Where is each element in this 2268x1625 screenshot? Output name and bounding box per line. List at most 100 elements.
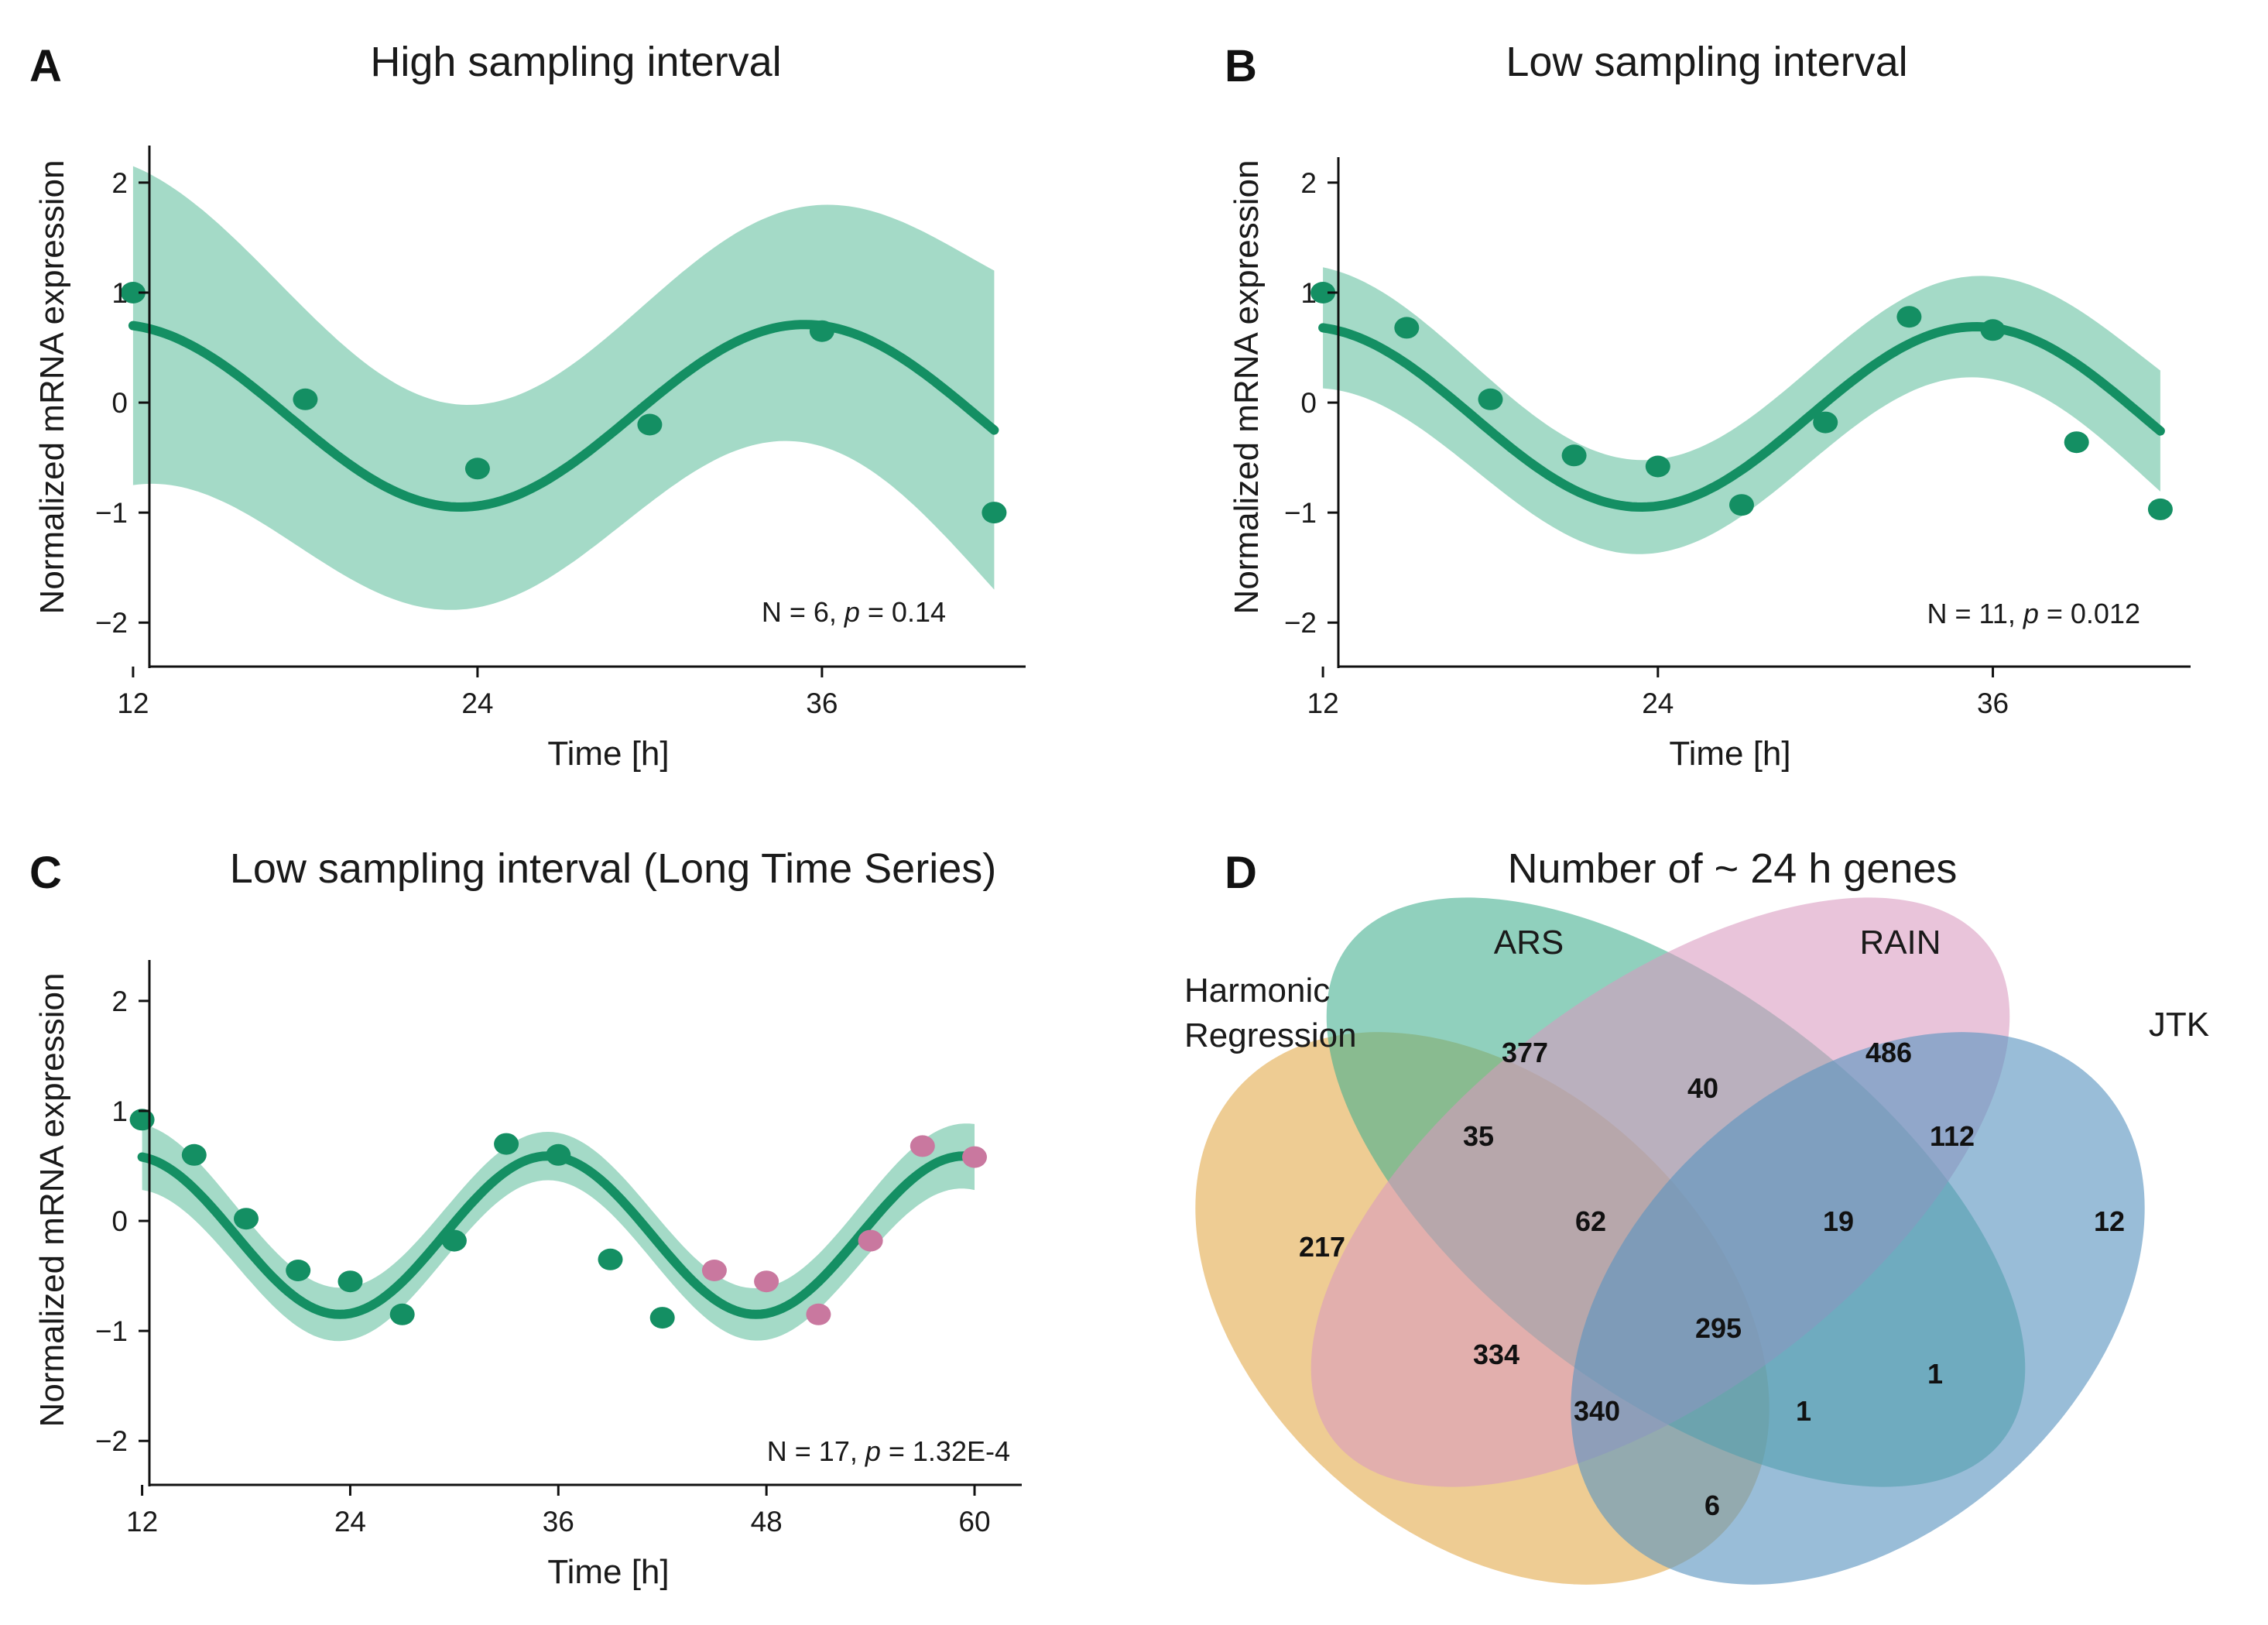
venn-count-harmonic-ars: 35 bbox=[1463, 1120, 1494, 1152]
data-point bbox=[649, 1307, 675, 1329]
n-p-annotation: N = 11, p = 0.012 bbox=[1927, 598, 2140, 629]
data-point bbox=[962, 1146, 987, 1168]
venn-count-ars-rain: 40 bbox=[1687, 1072, 1718, 1104]
data-point bbox=[1896, 306, 1922, 328]
y-tick-label: 2 bbox=[1300, 167, 1317, 199]
data-point bbox=[806, 1303, 831, 1325]
data-point bbox=[1310, 282, 1336, 303]
fit-curve-line bbox=[128, 320, 999, 513]
venn-label-harmonic-regression: Harmonic Regression bbox=[1184, 972, 1357, 1054]
data-point bbox=[120, 282, 146, 303]
confidence-band-area bbox=[1323, 267, 2160, 554]
data-point bbox=[809, 320, 834, 342]
confidence-band-area bbox=[142, 1123, 975, 1342]
annotation-n: N = 6, bbox=[762, 596, 845, 628]
venn-count-harmonic-jtk: 6 bbox=[1704, 1490, 1720, 1521]
data-point bbox=[1813, 411, 1838, 434]
data-points bbox=[120, 282, 1007, 524]
data-point bbox=[129, 1109, 155, 1131]
y-tick-label: 0 bbox=[111, 1205, 128, 1237]
data-point bbox=[2064, 431, 2089, 454]
data-point bbox=[2147, 498, 2173, 520]
y-axis-ticks: 2 1 0 −1 −2 bbox=[95, 167, 149, 639]
n-p-annotation: N = 6, p = 0.14 bbox=[762, 596, 946, 628]
venn-count-rain-only: 486 bbox=[1865, 1037, 1912, 1068]
venn-count-all-four: 295 bbox=[1695, 1312, 1742, 1344]
data-point bbox=[858, 1229, 883, 1252]
data-point bbox=[441, 1229, 467, 1252]
x-tick-label: 24 bbox=[334, 1506, 366, 1538]
panel-letter-b: B bbox=[1225, 41, 1257, 91]
x-tick-label: 12 bbox=[1307, 687, 1339, 719]
panel-letter-d: D bbox=[1225, 848, 1257, 898]
y-axis-ticks: 2 1 0 −1 −2 bbox=[1284, 167, 1338, 639]
venn-count-harmonic-rain-jtk: 340 bbox=[1574, 1395, 1620, 1427]
annotation-n: N = 11, bbox=[1927, 598, 2023, 629]
venn-count-harmonic-ars-rain: 62 bbox=[1575, 1205, 1606, 1237]
annotation-p-symbol: p bbox=[844, 596, 860, 628]
panel-a-title: High sampling interval bbox=[370, 39, 781, 85]
y-tick-label: −1 bbox=[1284, 497, 1317, 529]
data-point bbox=[1561, 444, 1587, 467]
x-tick-label: 36 bbox=[543, 1506, 574, 1538]
y-tick-label: 0 bbox=[111, 387, 128, 419]
data-point bbox=[234, 1208, 259, 1230]
venn-label-jtk: JTK bbox=[2149, 1006, 2209, 1044]
x-tick-label: 48 bbox=[751, 1506, 783, 1538]
venn-count-ars-jtk: 1 bbox=[1927, 1358, 1943, 1390]
y-tick-label: −1 bbox=[95, 1315, 128, 1347]
venn-count-harmonic-rain: 334 bbox=[1473, 1339, 1519, 1370]
data-point bbox=[1478, 388, 1503, 410]
y-tick-label: −2 bbox=[95, 1425, 128, 1457]
venn-label-line: Regression bbox=[1184, 1016, 1357, 1054]
annotation-p-symbol: p bbox=[2023, 598, 2039, 629]
data-point bbox=[1645, 455, 1670, 478]
venn-label-rain: RAIN bbox=[1859, 924, 1941, 962]
data-point bbox=[286, 1260, 311, 1281]
annotation-p-value: = 0.14 bbox=[860, 596, 946, 628]
panel-a: A High sampling interval 210−1−2 12 24 36 … bbox=[29, 39, 1026, 773]
confidence-band bbox=[142, 1123, 975, 1342]
n-p-annotation: N = 17, p = 1.32E-4 bbox=[767, 1435, 1010, 1467]
y-axis-ticks: 2 1 0 −1 −2 bbox=[95, 986, 149, 1457]
y-axis-label: Normalized mRNA expression bbox=[33, 160, 71, 615]
x-tick-label: 60 bbox=[958, 1506, 990, 1538]
data-point bbox=[701, 1260, 727, 1281]
venn-count-harmonic-only: 217 bbox=[1299, 1231, 1345, 1263]
data-point bbox=[337, 1270, 363, 1293]
y-tick-label: 1 bbox=[1300, 277, 1317, 309]
panel-letter-c: C bbox=[29, 848, 62, 898]
data-point bbox=[982, 502, 1007, 524]
data-point bbox=[1980, 319, 2006, 341]
x-axis-label: Time [h] bbox=[547, 1553, 669, 1591]
data-point bbox=[910, 1135, 935, 1157]
data-point bbox=[598, 1248, 623, 1270]
venn-count-ars-only: 377 bbox=[1502, 1037, 1548, 1068]
x-axis-ticks: 12 24 36 48 60 bbox=[126, 1485, 991, 1538]
data-points bbox=[129, 1109, 987, 1329]
venn-count-jtk-only: 12 bbox=[2094, 1205, 2125, 1237]
panel-b-title: Low sampling interval bbox=[1506, 39, 1907, 85]
y-axis-label: Normalized mRNA expression bbox=[33, 973, 71, 1428]
y-tick-label: 1 bbox=[111, 277, 128, 309]
x-axis-ticks: 12 24 36 bbox=[117, 667, 838, 719]
x-tick-label: 24 bbox=[1642, 687, 1674, 719]
annotation-p-symbol: p bbox=[865, 1435, 881, 1467]
fit-curve bbox=[1318, 321, 2165, 513]
panel-d-venn: D Number of ~ 24 h genes Harmonic Regres… bbox=[1184, 845, 2209, 1585]
panel-b: B Low sampling interval 2 1 0 −1 −2 12 24 36 T… bbox=[1225, 39, 2191, 773]
x-axis-label: Time [h] bbox=[1669, 735, 1790, 773]
fit-curve-line bbox=[1318, 321, 2165, 513]
annotation-p-value: = 0.012 bbox=[2039, 598, 2140, 629]
data-point bbox=[754, 1270, 779, 1293]
annotation-p-value: = 1.32E-4 bbox=[881, 1435, 1010, 1467]
x-tick-label: 12 bbox=[126, 1506, 158, 1538]
data-point bbox=[389, 1303, 415, 1325]
y-axis-label: Normalized mRNA expression bbox=[1228, 160, 1266, 615]
fit-curve bbox=[128, 320, 999, 513]
x-tick-label: 36 bbox=[806, 687, 838, 719]
y-tick-label: 2 bbox=[111, 986, 128, 1017]
x-tick-label: 24 bbox=[461, 687, 493, 719]
panel-letter-a: A bbox=[29, 41, 62, 91]
